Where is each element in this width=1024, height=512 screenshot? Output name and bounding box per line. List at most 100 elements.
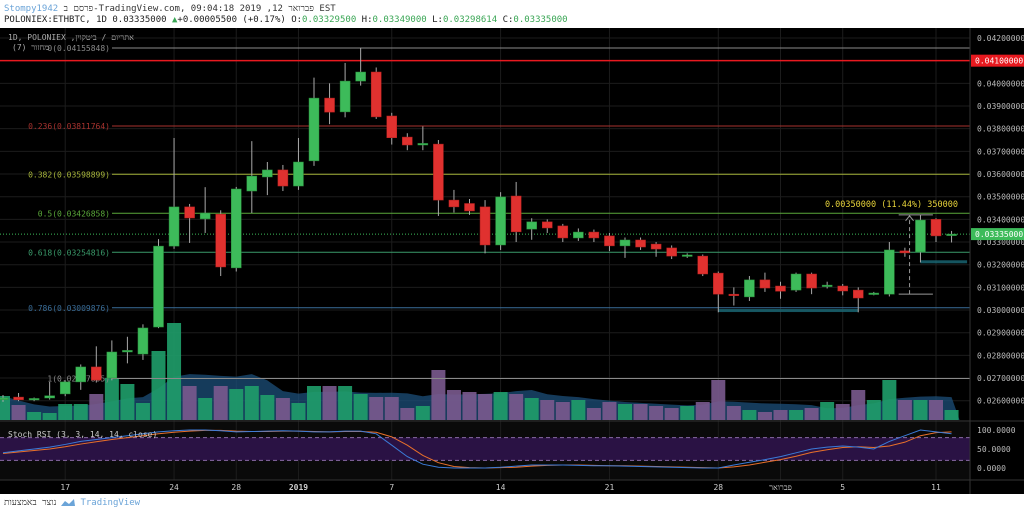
candle-body [666,247,677,257]
candle-body [75,366,86,383]
fib-label-0.5: 0.5(0.03426858) [38,209,110,218]
volume-bar [11,405,26,420]
candle-body [619,239,631,247]
volume-bar [602,402,617,420]
volume-bar [742,410,757,420]
candle-body [681,254,693,257]
fib-label-0: 0(0.04155848) [47,44,110,53]
candle-body [821,284,833,287]
candle [215,210,226,277]
volume-bar [104,378,119,420]
candle [557,223,569,243]
date-tick: 24 [169,483,179,492]
volume-bar [757,412,772,420]
candle-body [184,206,195,219]
candle-body [806,273,817,289]
publisher-link[interactable]: Stompy1942 [4,4,59,14]
price-chart[interactable]: 0(0.04155848) 0.236(0.03811764) 0.382(0.03… [0,28,1024,494]
stoch-tick: 50.0000 [977,445,1011,454]
candle-body [386,115,397,138]
candle [402,133,413,151]
volume-bar [307,386,321,420]
candle-body [402,136,413,146]
candle-body [510,195,522,233]
candle-body [231,188,242,269]
volume-bar [555,402,570,420]
date-tick: 28 [713,483,723,492]
date-tick: 11 [931,483,941,492]
candle [946,230,957,243]
tradingview-link[interactable]: TradingView [80,497,141,508]
candle [495,192,506,250]
candle-body [59,381,71,395]
candle [75,364,86,390]
candle-body [557,225,569,239]
volume-bar [151,351,166,420]
candle-body [930,219,942,237]
candle [13,393,24,402]
volume-bar [726,406,741,420]
candle [666,245,677,260]
volume-bar [291,403,306,420]
candle [28,397,40,402]
price-tick: 0.03700000 [977,147,1024,156]
candle-body [775,285,786,292]
price-tick: 0.03400000 [977,215,1024,224]
candle-body [479,206,491,246]
candle [308,77,320,166]
high-value: 0.03349000 [372,15,427,25]
price-tick: 0.03300000 [977,238,1024,247]
candle-body [106,351,118,379]
stoch-band [0,437,970,461]
candle [790,272,802,292]
candle-body [122,350,133,353]
volume-bar [431,370,446,420]
volume-bar [415,406,430,420]
candle-body [199,212,211,220]
volume-bar [524,398,539,420]
price-tick: 0.04000000 [977,79,1024,88]
volume-bar [89,394,104,420]
price-badge-label: 0.04100000 [975,57,1023,66]
volume-bar [338,386,353,420]
candle [168,137,180,249]
candle-body [44,395,55,399]
price-tick: 0.04200000 [977,34,1024,43]
volume-bar [851,390,866,420]
price-tick: 0.03900000 [977,102,1024,111]
volume-bar [913,400,928,420]
price-badge [971,54,1024,67]
candle-body [433,143,444,201]
volume-bar [27,412,42,420]
candle-body [542,221,553,229]
candle-body [277,169,289,187]
candle [915,214,926,263]
candle [681,253,693,258]
candle-body [137,327,149,355]
candle [542,219,553,233]
candle [59,380,71,397]
volume-bar [229,389,244,420]
candle [277,164,289,192]
volume-bar [478,394,493,420]
volume-bar [695,402,710,420]
candle-body [464,203,475,212]
volume-bar [820,402,835,420]
candle-body [899,250,911,254]
volume-bar [944,410,959,420]
candle [837,283,848,296]
candle-body [28,398,40,401]
candle [355,47,366,86]
candle [930,218,942,243]
candle [246,141,258,214]
volume-bar [711,380,726,420]
price-tick: 0.03500000 [977,193,1024,202]
candle [868,291,880,296]
stoch-k-line [2,429,952,469]
candle [510,181,522,243]
candle-body [13,396,24,401]
candle [697,254,708,277]
c-label: C: [502,15,514,25]
legend-main: 1D, POLONIEX ,אתריום / ביטקוין [8,33,134,42]
candle [588,229,600,243]
